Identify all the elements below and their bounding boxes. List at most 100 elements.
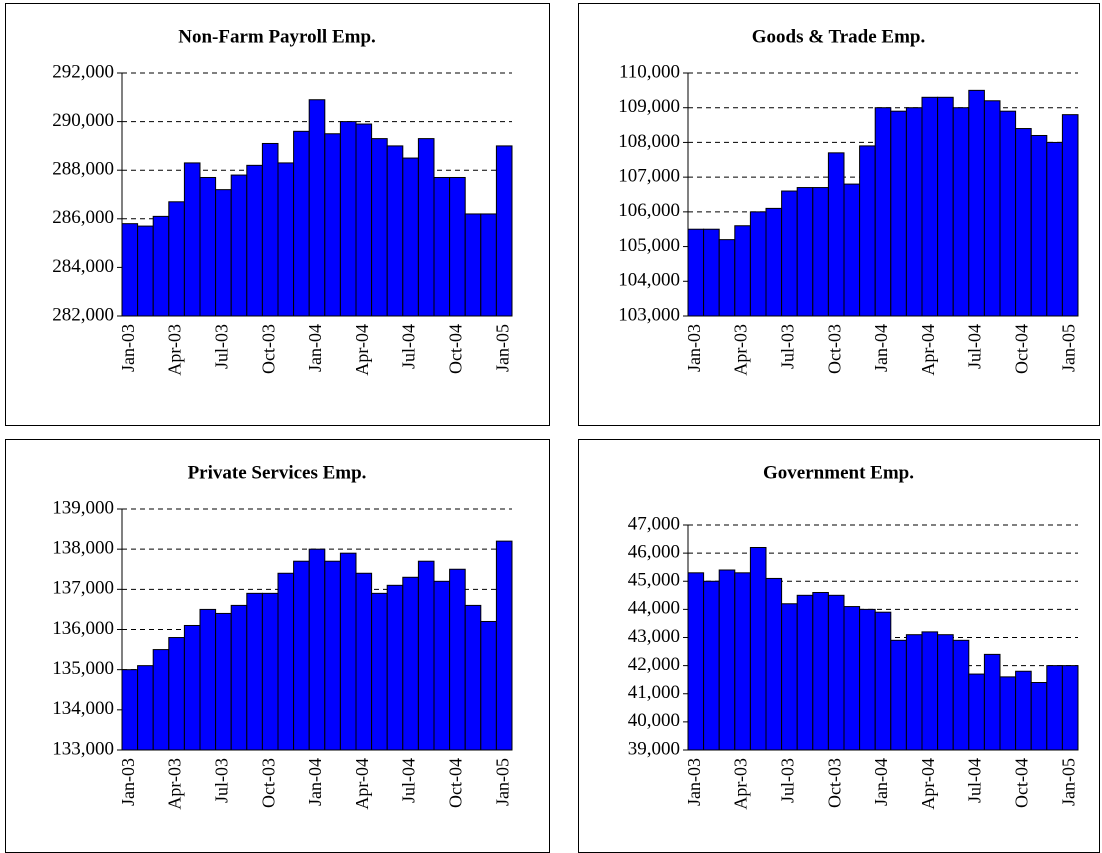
bar — [1015, 128, 1032, 317]
bar — [339, 121, 357, 317]
y-tick-label: 45,000 — [628, 570, 680, 591]
bar — [734, 225, 751, 317]
bar — [921, 631, 939, 751]
chart-panel: Non-Farm Payroll Emp. 282,000 284,000 286,0… — [5, 3, 550, 426]
y-tick-label: 135,000 — [52, 658, 114, 679]
x-tick-label: Jan-04 — [305, 324, 325, 372]
x-tick-label: Apr-03 — [731, 324, 751, 376]
bar — [937, 634, 954, 751]
x-tick-label: Jul-03 — [778, 324, 798, 369]
bar — [449, 568, 466, 751]
bar — [277, 572, 295, 751]
bar — [874, 611, 892, 751]
bar — [703, 580, 720, 751]
bar — [152, 215, 170, 317]
bar — [355, 572, 373, 751]
bar — [687, 228, 705, 317]
x-tick-label: Oct-04 — [1012, 758, 1032, 808]
x-tick-label: Jan-05 — [1058, 758, 1078, 806]
y-tick-label: 109,000 — [618, 96, 680, 117]
bar — [386, 145, 404, 317]
bar — [308, 99, 326, 317]
bar — [812, 187, 829, 317]
y-tick-label: 292,000 — [52, 61, 114, 82]
y-tick-label: 110,000 — [619, 61, 680, 82]
bar — [796, 187, 814, 317]
y-tick-label: 134,000 — [52, 698, 114, 719]
bar — [137, 665, 154, 751]
bar — [859, 145, 876, 317]
bar — [905, 634, 923, 751]
bar — [417, 138, 435, 317]
bar — [968, 89, 985, 317]
bar — [417, 560, 435, 751]
bar — [703, 228, 720, 317]
bar — [968, 673, 985, 751]
bar — [261, 592, 279, 751]
bar — [890, 110, 907, 317]
chart-panel: Government Emp. 39,000 40,000 41,000 42,000 4… — [578, 439, 1100, 853]
y-tick-label: 44,000 — [628, 598, 680, 619]
bar — [433, 580, 451, 751]
y-tick-label: 106,000 — [618, 200, 680, 221]
y-tick-label: 286,000 — [52, 207, 114, 228]
y-tick-label: 108,000 — [618, 131, 680, 152]
x-tick-label: Jul-04 — [399, 758, 419, 803]
chart-title: Non-Farm Payroll Emp. — [178, 26, 376, 47]
bar — [230, 174, 248, 317]
x-tick-label: Jan-04 — [871, 324, 891, 372]
x-tick-label: Jul-03 — [212, 758, 232, 803]
y-tick-label: 107,000 — [618, 166, 680, 187]
bar — [812, 592, 829, 751]
y-tick-label: 104,000 — [618, 270, 680, 291]
bar — [999, 676, 1017, 751]
bar — [999, 110, 1017, 317]
y-tick-label: 284,000 — [52, 256, 114, 277]
bar — [371, 138, 388, 317]
y-tick-label: 39,000 — [628, 738, 680, 759]
x-tick-label: Jul-03 — [212, 324, 232, 369]
bar — [402, 157, 419, 317]
bar — [308, 548, 326, 751]
x-tick-label: Jan-05 — [492, 758, 512, 806]
bar — [464, 604, 482, 751]
y-tick-label: 139,000 — [52, 497, 114, 518]
y-tick-label: 46,000 — [628, 541, 680, 562]
bar — [952, 639, 970, 751]
bar — [859, 608, 876, 751]
bar — [1030, 682, 1048, 751]
chart-title: Private Services Emp. — [188, 462, 367, 483]
x-tick-label: Jul-04 — [965, 324, 985, 369]
bar — [749, 211, 767, 317]
bar — [199, 608, 217, 751]
bar — [199, 176, 217, 317]
y-tick-label: 133,000 — [52, 738, 114, 759]
bar — [781, 190, 798, 317]
y-tick-label: 43,000 — [628, 626, 680, 647]
bar — [1061, 665, 1079, 751]
x-tick-label: Oct-03 — [824, 324, 844, 374]
bar — [137, 225, 154, 317]
bar — [843, 183, 861, 317]
bar — [749, 547, 767, 751]
y-tick-label: 136,000 — [52, 618, 114, 639]
x-tick-label: Jul-04 — [965, 758, 985, 803]
y-tick-label: 288,000 — [52, 159, 114, 180]
x-tick-label: Apr-03 — [731, 758, 751, 810]
x-tick-label: Jan-03 — [118, 758, 138, 806]
x-tick-label: Apr-04 — [918, 324, 938, 376]
bar — [215, 189, 232, 317]
bar — [168, 201, 185, 317]
y-tick-label: 103,000 — [618, 304, 680, 325]
x-tick-label: Oct-03 — [258, 758, 278, 808]
bar — [293, 130, 310, 317]
x-tick-label: Jan-03 — [684, 324, 704, 372]
bar — [449, 176, 466, 317]
bar — [152, 649, 170, 751]
bar — [952, 107, 970, 317]
bar — [983, 653, 1001, 751]
bar — [464, 213, 482, 317]
bar — [324, 133, 341, 317]
bar — [1046, 665, 1063, 751]
